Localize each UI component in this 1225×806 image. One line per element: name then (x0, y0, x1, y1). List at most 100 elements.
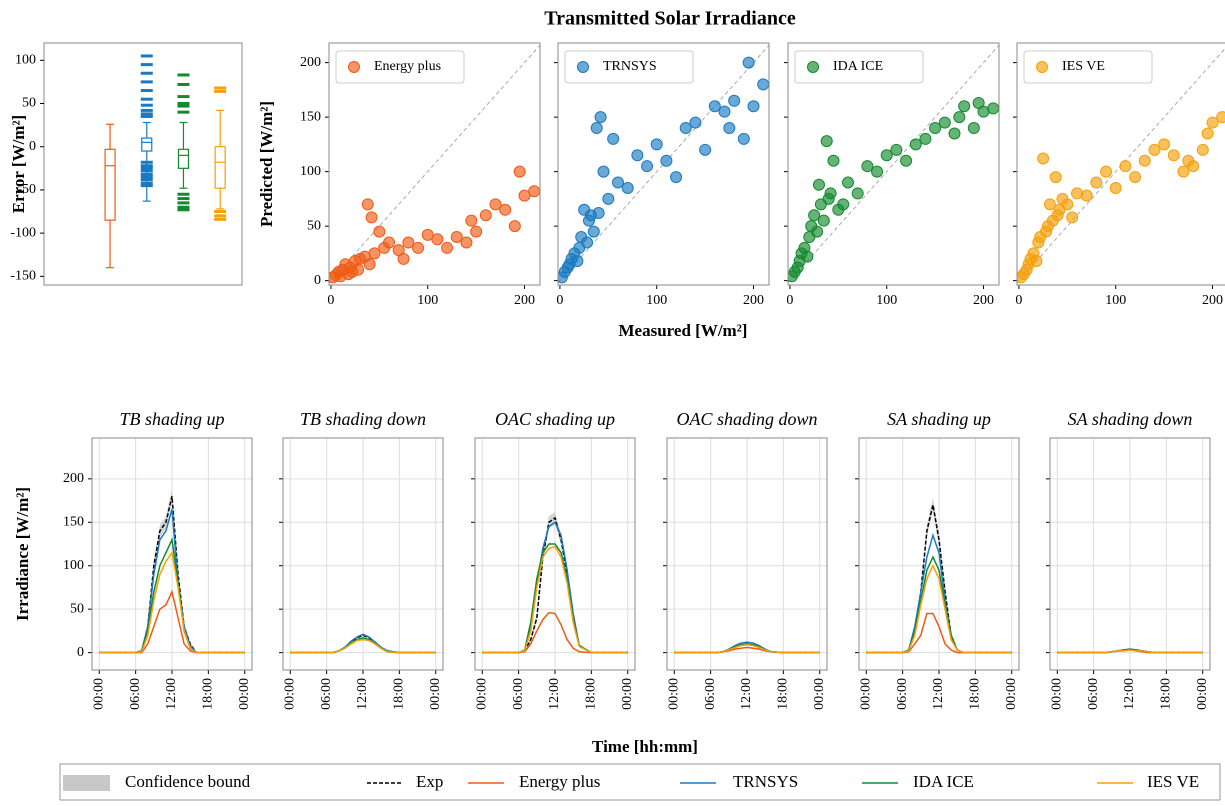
x-tick-label: 00:00 (666, 678, 681, 710)
scatter-point (465, 214, 478, 227)
subplot-title: SA shading down (1068, 409, 1193, 429)
plot-frame (43, 42, 243, 286)
x-tick-label: 00:00 (1049, 678, 1064, 710)
subplot-title: TB shading down (300, 409, 426, 429)
y-tick-label: -150 (10, 269, 36, 284)
scatter-point (900, 154, 913, 167)
scatter-point (728, 94, 741, 107)
scatter-point (1206, 116, 1219, 129)
scatter-point (708, 100, 721, 113)
scatter-point (670, 171, 683, 184)
legend-label: IES VE (1147, 772, 1199, 791)
x-tick-label: 12:00 (355, 678, 370, 710)
series-line (482, 545, 628, 654)
scatter-point (631, 149, 644, 162)
legend-label: TRNSYS (733, 772, 798, 791)
box (214, 146, 226, 189)
scatter-point (987, 102, 999, 115)
legend-box (1023, 50, 1153, 84)
legend-swatch (63, 775, 110, 791)
series-line (1057, 649, 1203, 654)
scatter-point (909, 138, 922, 151)
y-tick-label: 0 (314, 273, 321, 288)
plot-frame (666, 437, 828, 671)
scatter-point (1119, 160, 1132, 173)
x-tick-label: 100 (646, 293, 667, 308)
scatter-point (352, 263, 365, 276)
x-tick-label: 00:00 (237, 678, 252, 710)
series-line (866, 563, 1012, 654)
scatter-point (1187, 160, 1200, 173)
y-axis-label: Predicted [W/m²] (257, 101, 276, 227)
legend-marker (577, 61, 589, 73)
x-tick-label: 200 (973, 293, 994, 308)
identity-line (329, 44, 540, 284)
scatter-point (1216, 111, 1225, 124)
y-tick-label: 100 (300, 164, 321, 179)
x-tick-label: 06:00 (511, 678, 526, 710)
scatter-point (811, 225, 824, 238)
scatter-point (827, 154, 840, 167)
subplot-title: OAC shading down (676, 409, 817, 429)
identity-line (558, 44, 769, 284)
scatter-point (1138, 154, 1151, 167)
x-tick-label: 18:00 (776, 678, 791, 710)
scatter-point (929, 122, 942, 135)
x-tick-label: 06:00 (319, 678, 334, 710)
scatter-point (890, 143, 903, 156)
scatter-point (801, 250, 814, 263)
plot-frame (787, 42, 1000, 286)
scatter-point (919, 132, 932, 145)
box (141, 137, 153, 152)
scatter-point (757, 78, 769, 91)
scatter-point (513, 165, 526, 178)
scatter-point (1109, 181, 1122, 194)
scatter-point (479, 209, 492, 222)
line-x-label: Time [hh:mm] (592, 737, 698, 756)
y-tick-label: -50 (17, 182, 36, 197)
scatter-point (737, 132, 750, 145)
x-tick-label: 12:00 (164, 678, 179, 710)
scatter-point (871, 165, 884, 178)
scatter-point (373, 225, 386, 238)
x-tick-label: 18:00 (1159, 678, 1174, 710)
y-tick-label: 200 (300, 55, 321, 70)
y-tick-label: 150 (63, 515, 84, 530)
x-tick-label: 200 (743, 293, 764, 308)
scatter-point (808, 209, 821, 222)
scatter-point (820, 135, 833, 148)
scatter-point (861, 160, 874, 173)
scatter-point (747, 100, 760, 113)
scatter-point (1158, 138, 1171, 151)
y-tick-label: 50 (307, 218, 321, 233)
scatter-point (571, 255, 584, 268)
y-tick-label: 200 (63, 471, 84, 486)
scatter-point (602, 192, 615, 205)
scatter-point (679, 122, 692, 135)
series-line (482, 611, 628, 654)
scatter-point (450, 231, 463, 244)
scatter-point (880, 149, 893, 162)
y-tick-label: 50 (22, 96, 36, 111)
scatter-point (621, 181, 634, 194)
scatter-point (402, 236, 415, 249)
scatter-point (1037, 152, 1050, 165)
y-tick-label: 0 (77, 645, 84, 660)
scatter-point (412, 241, 425, 254)
legend-box (564, 50, 694, 84)
scatter-point (1196, 143, 1209, 156)
scatter-point (812, 178, 825, 191)
legend-box (794, 50, 924, 84)
legend-frame (59, 763, 1221, 801)
scatter-point (723, 122, 736, 135)
scatter-point (489, 198, 502, 211)
y-tick-label: 0 (29, 139, 36, 154)
scatter-point (508, 220, 521, 233)
x-tick-label: 0 (786, 293, 793, 308)
scatter-point (397, 252, 410, 265)
scatter-point (587, 225, 600, 238)
legend-marker (348, 61, 360, 73)
scatter-point (1148, 143, 1161, 156)
